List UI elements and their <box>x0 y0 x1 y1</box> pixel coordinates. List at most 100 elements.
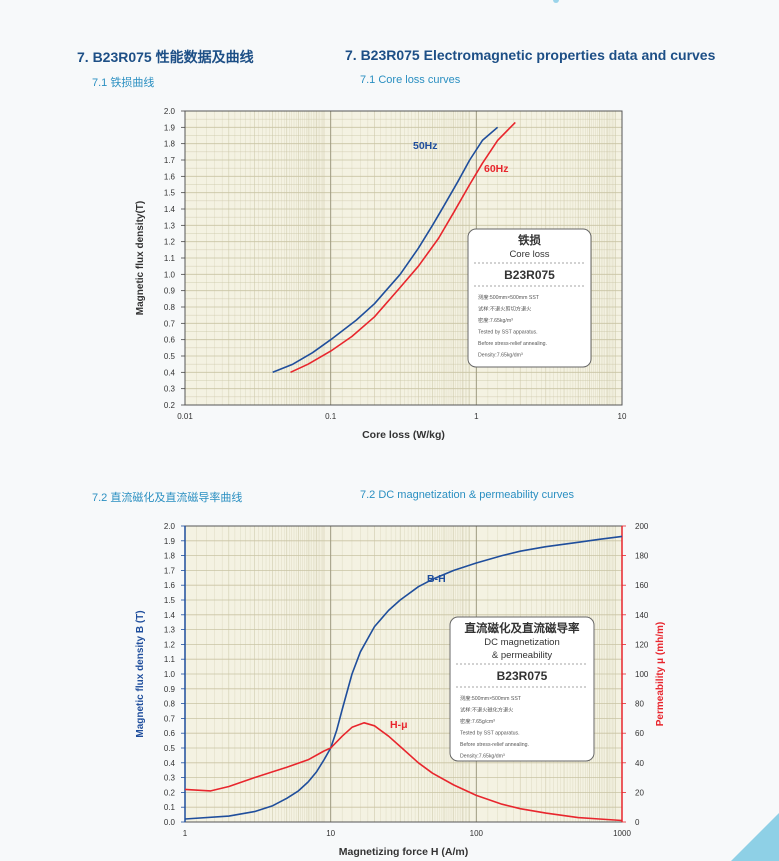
x-tick-label: 1 <box>183 829 188 838</box>
y-tick-label: 0.4 <box>164 759 176 768</box>
legend-note: Before stress-relief annealing. <box>460 742 529 748</box>
y2-tick-label: 140 <box>635 611 649 620</box>
legend-title-cn: 直流磁化及直流磁导率 <box>465 621 580 635</box>
y-tick-label: 1.4 <box>164 205 176 214</box>
y-tick-label: 1.9 <box>164 537 176 546</box>
y-tick-label: 0.2 <box>164 401 176 410</box>
y2-tick-label: 180 <box>635 552 649 561</box>
series-line-60hz <box>290 121 516 374</box>
y-tick-label: 0.8 <box>164 303 176 312</box>
y-tick-label: 1.7 <box>164 156 176 165</box>
y2-tick-label: 200 <box>635 522 649 531</box>
y2-tick-label: 100 <box>635 670 649 679</box>
y-tick-label: 0.3 <box>164 385 176 394</box>
series-label: 50Hz <box>413 140 438 152</box>
y-tick-label: 1.2 <box>164 640 176 649</box>
y-tick-label: 1.7 <box>164 566 176 575</box>
x-axis-title: Core loss (W/kg) <box>362 429 445 441</box>
legend-note: 密度:7.65kg/m³ <box>478 316 513 324</box>
subtitle-core-loss-cn: 7.1 铁损曲线 <box>92 77 155 89</box>
series-line-bh <box>184 535 623 820</box>
legend-title-en: & permeability <box>492 650 552 661</box>
y-tick-label: 1.4 <box>164 611 176 620</box>
legend-note: Before stress-relief annealing. <box>478 341 547 347</box>
y2-tick-label: 0 <box>635 818 640 827</box>
legend-box <box>449 616 595 762</box>
y-tick-label: 0.1 <box>164 803 176 812</box>
y-tick-label: 1.6 <box>164 581 176 590</box>
series-label: 60Hz <box>484 163 509 175</box>
y-tick-label: 1.6 <box>164 172 176 181</box>
y-tick-label: 0.4 <box>164 368 176 377</box>
series-label: H-μ <box>390 719 408 731</box>
legend-box <box>467 228 592 368</box>
y-tick-label: 0.7 <box>164 319 176 328</box>
y-tick-label: 1.3 <box>164 221 176 230</box>
decor-dot <box>553 0 559 3</box>
y-tick-label: 0.5 <box>164 744 176 753</box>
legend-grade: B23R075 <box>504 268 555 282</box>
legend-title-en: Core loss <box>509 249 549 260</box>
legend-note: Tested by SST apparatus. <box>460 731 520 737</box>
series-label: B-H <box>427 573 446 585</box>
y-tick-label: 1.9 <box>164 123 176 132</box>
legend-note: 测度:500mm×500mm SST <box>478 293 540 301</box>
y-tick-label: 1.2 <box>164 238 176 247</box>
x-tick-label: 1 <box>474 412 479 421</box>
y-axis-title: Magnetic flux density(T) <box>135 201 146 315</box>
y-tick-label: 0.6 <box>164 336 176 345</box>
y-tick-label: 1.0 <box>164 670 176 679</box>
legend-note: Density:7.65kg/dm³ <box>460 754 505 760</box>
subtitle-core-loss-en: 7.1 Core loss curves <box>360 74 461 86</box>
legend-title-en: DC magnetization <box>484 637 560 648</box>
y2-tick-label: 60 <box>635 729 644 738</box>
legend-note: 试样:不退火剪切方退火 <box>478 305 531 313</box>
section-title-en: 7. B23R075 Electromagnetic properties da… <box>345 47 716 63</box>
y-tick-label: 0.3 <box>164 774 176 783</box>
section-title-cn: 7. B23R075 性能数据及曲线 <box>77 49 254 65</box>
y-tick-label: 2.0 <box>164 107 176 116</box>
y-tick-label: 0.9 <box>164 287 176 296</box>
legend-title-cn: 铁损 <box>518 233 541 247</box>
decor-corner <box>731 813 779 861</box>
y-tick-label: 0.8 <box>164 700 176 709</box>
legend-note: Tested by SST apparatus. <box>478 330 538 336</box>
y2-tick-label: 40 <box>635 759 644 768</box>
x-tick-label: 100 <box>470 829 484 838</box>
y-tick-label: 0.5 <box>164 352 176 361</box>
x-tick-label: 10 <box>326 829 335 838</box>
y-tick-label: 0.6 <box>164 729 176 738</box>
legend-note: Density:7.65kg/dm³ <box>478 353 523 359</box>
x-axis-title: Magnetizing force H (A/m) <box>339 846 469 858</box>
legend-note: 密度:7.65g/cm³ <box>460 717 495 725</box>
series-line-h <box>184 722 623 822</box>
y-tick-label: 1.8 <box>164 140 176 149</box>
y-tick-label: 1.3 <box>164 626 176 635</box>
y2-axis-title: Permeability μ (mh/m) <box>655 622 666 726</box>
y-tick-label: 1.5 <box>164 189 176 198</box>
y-tick-label: 1.0 <box>164 270 176 279</box>
y-tick-label: 1.5 <box>164 596 176 605</box>
y-axis-title: Magnetic flux density B (T) <box>135 610 146 737</box>
subtitle-dc-cn: 7.2 直流磁化及直流磁导率曲线 <box>92 492 243 504</box>
y-tick-label: 0.7 <box>164 714 176 723</box>
y-tick-label: 0.0 <box>164 818 176 827</box>
x-tick-label: 1000 <box>613 829 631 838</box>
y2-tick-label: 80 <box>635 700 644 709</box>
y2-tick-label: 120 <box>635 640 649 649</box>
x-tick-label: 0.1 <box>325 412 337 421</box>
y-tick-label: 2.0 <box>164 522 176 531</box>
y-tick-label: 1.1 <box>164 655 176 664</box>
legend-note: 测度:500mm×500mm SST <box>460 694 522 702</box>
y-tick-label: 1.8 <box>164 552 176 561</box>
legend-grade: B23R075 <box>497 669 548 683</box>
y-tick-label: 0.2 <box>164 788 176 797</box>
x-tick-label: 0.01 <box>177 412 193 421</box>
y-tick-label: 1.1 <box>164 254 176 263</box>
y2-tick-label: 160 <box>635 581 649 590</box>
subtitle-dc-en: 7.2 DC magnetization & permeability curv… <box>360 489 574 501</box>
y-tick-label: 0.9 <box>164 685 176 694</box>
series-line-50hz <box>272 126 499 374</box>
